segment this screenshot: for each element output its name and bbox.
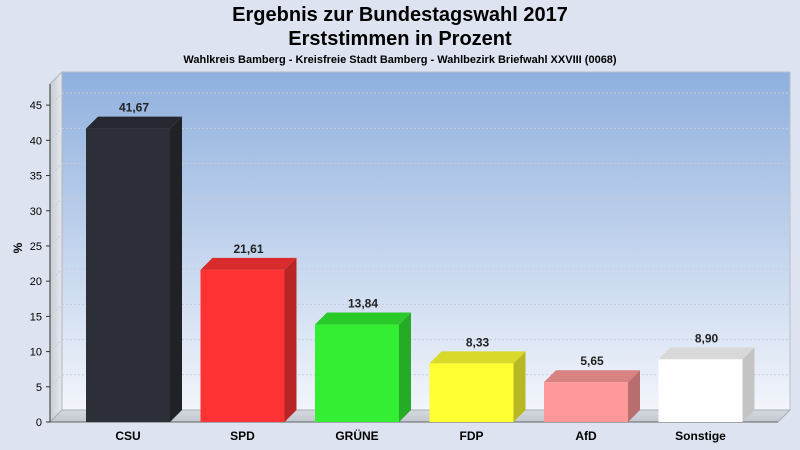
bar-sonstige xyxy=(658,347,755,422)
bar-front-face xyxy=(429,363,514,422)
x-tick-label: Sonstige xyxy=(675,429,726,443)
y-tick-label: 35 xyxy=(30,171,42,183)
bar-grüne xyxy=(315,312,411,422)
x-tick-label: SPD xyxy=(230,429,255,443)
gridline-side xyxy=(49,304,63,317)
bar-top-face xyxy=(544,370,640,383)
bar-top-face xyxy=(86,116,182,129)
value-label: 8,33 xyxy=(466,335,490,349)
gridline-side xyxy=(49,233,63,247)
value-label: 5,65 xyxy=(580,354,604,368)
x-tick-label: CSU xyxy=(115,429,140,443)
y-tick-label: 10 xyxy=(30,347,42,359)
y-tick-label: 20 xyxy=(30,276,42,288)
bar-spd xyxy=(200,257,297,422)
bar-side-face xyxy=(513,351,526,422)
value-label: 13,84 xyxy=(348,297,378,311)
y-tick-label: 40 xyxy=(30,135,42,147)
bar-side-face xyxy=(399,312,411,422)
bar-csu xyxy=(86,116,182,423)
plot-side-wall xyxy=(49,70,63,424)
gridline-side xyxy=(49,374,63,388)
value-label: 21,61 xyxy=(233,242,263,256)
bar-front-face xyxy=(86,128,170,423)
bar-front-face xyxy=(544,382,628,422)
y-tick-label: 0 xyxy=(36,417,42,429)
bar-front-face xyxy=(658,359,743,422)
bar-front-face xyxy=(200,269,285,422)
y-tick-label: 15 xyxy=(30,311,42,323)
value-label: 41,67 xyxy=(119,101,149,115)
bar-front-face xyxy=(315,324,399,422)
gridline-side xyxy=(49,198,63,212)
y-tick-label: 30 xyxy=(30,206,42,218)
bar-afd xyxy=(544,370,640,422)
gridline-side xyxy=(49,127,63,141)
bar-top-face xyxy=(658,347,755,360)
gridline-side xyxy=(49,163,63,176)
bar-side-face xyxy=(628,370,640,422)
y-tick-label: 5 xyxy=(36,382,42,394)
gridline-side xyxy=(49,92,63,106)
bar-side-face xyxy=(170,116,182,422)
x-tick-label: AfD xyxy=(575,429,597,443)
y-tick-label: 45 xyxy=(30,100,42,112)
gridline-side xyxy=(49,339,63,352)
chart-subtitle: Erststimmen in Prozent xyxy=(288,28,512,50)
y-tick-label: 25 xyxy=(30,241,42,253)
chart-title: Ergebnis zur Bundestagswahl 2017 xyxy=(232,4,568,26)
bar-side-face xyxy=(742,347,755,422)
x-tick-label: GRÜNE xyxy=(335,428,378,443)
bar-side-face xyxy=(284,257,297,422)
chart-caption: Wahlkreis Bamberg - Kreisfreie Stadt Bam… xyxy=(183,54,617,66)
bar-top-face xyxy=(429,351,526,364)
bar-top-face xyxy=(315,312,411,325)
y-axis-label: % xyxy=(11,242,25,253)
bar-fdp xyxy=(429,351,526,422)
gridline-side xyxy=(49,268,63,282)
bar-top-face xyxy=(200,257,297,270)
x-tick-label: FDP xyxy=(460,429,484,443)
value-label: 8,90 xyxy=(695,331,719,345)
